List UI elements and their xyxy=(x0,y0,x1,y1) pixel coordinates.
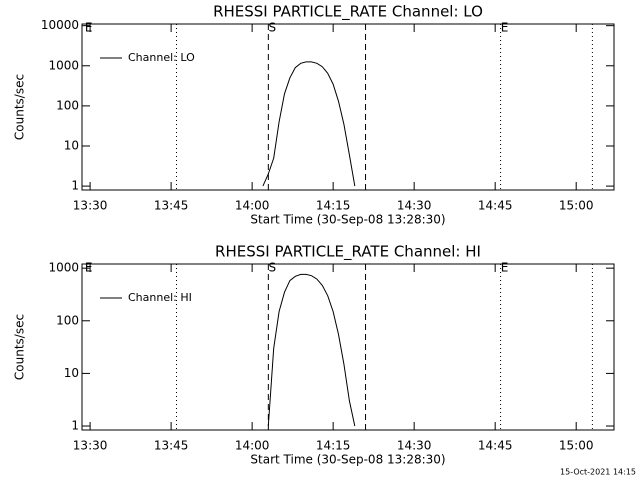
footer: 15-Oct-2021 14:15 xyxy=(560,468,636,477)
plot-frame xyxy=(81,263,615,431)
legend-label: Channel: LO xyxy=(128,51,195,64)
y-tick-label: 1000 xyxy=(48,58,79,72)
x-axis-label: Start Time (30-Sep-08 13:28:30) xyxy=(250,213,445,227)
x-tick-label: 13:45 xyxy=(154,199,189,213)
x-tick-label: 14:00 xyxy=(235,199,270,213)
annotation: E xyxy=(501,261,509,275)
chart-title: RHESSI PARTICLE_RATE Channel: LO xyxy=(213,3,483,22)
x-tick-label: 14:45 xyxy=(478,199,513,213)
x-tick-label: 13:30 xyxy=(73,199,108,213)
x-tick-label: 14:15 xyxy=(316,439,351,453)
annotation: S xyxy=(269,261,277,275)
y-tick-label: 10 xyxy=(64,366,79,380)
x-tick-label: 14:15 xyxy=(316,199,351,213)
y-axis-label: Counts/sec xyxy=(13,74,27,140)
x-tick-label: 15:00 xyxy=(559,439,594,453)
annotation: S xyxy=(269,21,277,35)
y-tick-label: 10000 xyxy=(41,18,79,32)
annotation: E xyxy=(501,21,509,35)
x-tick-label: 14:30 xyxy=(397,199,432,213)
y-tick-label: 1 xyxy=(71,419,79,433)
x-tick-label: 13:45 xyxy=(154,439,189,453)
x-tick-label: 14:30 xyxy=(397,439,432,453)
y-tick-label: 100 xyxy=(56,313,79,327)
legend-label: Channel: HI xyxy=(128,291,192,304)
plot-frame xyxy=(81,23,615,191)
x-tick-label: 14:45 xyxy=(478,439,513,453)
y-tick-label: 1000 xyxy=(48,261,79,275)
x-axis-label: Start Time (30-Sep-08 13:28:30) xyxy=(250,453,445,467)
data-line xyxy=(267,273,356,427)
x-tick-label: 14:00 xyxy=(235,439,270,453)
y-tick-label: 10 xyxy=(64,138,79,152)
chart-title: RHESSI PARTICLE_RATE Channel: HI xyxy=(215,243,481,262)
x-tick-label: 15:00 xyxy=(559,199,594,213)
x-tick-label: 13:30 xyxy=(73,439,108,453)
annotation: E xyxy=(85,21,93,35)
y-axis-label: Counts/sec xyxy=(13,314,27,380)
y-tick-label: 100 xyxy=(56,98,79,112)
annotation: E xyxy=(85,261,93,275)
data-line xyxy=(262,61,356,187)
y-tick-label: 1 xyxy=(71,179,79,193)
